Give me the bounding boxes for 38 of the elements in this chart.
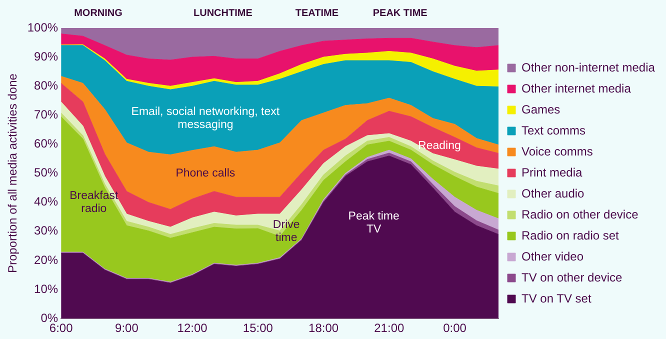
x-tick-label: 12:00 <box>177 321 208 336</box>
legend-label: Other video <box>522 249 584 264</box>
y-tick-label: 80% <box>34 78 58 92</box>
y-tick-label: 20% <box>34 252 58 267</box>
annotation: Email, social networking, text messaging <box>131 106 280 131</box>
y-tick-label: 30% <box>34 224 58 238</box>
legend-label: Other audio <box>522 186 585 200</box>
legend-label: Other non-internet media <box>522 60 656 74</box>
y-tick-label: 40% <box>34 194 58 209</box>
y-tick-label: 60% <box>34 136 58 151</box>
annotation: Peak time TV <box>348 210 400 236</box>
text: LUNCHTIME <box>193 8 253 19</box>
y-tick-label: 70% <box>34 107 58 122</box>
legend-label: Voice comms <box>522 144 593 158</box>
legend-label: TV on TV set <box>522 291 592 306</box>
x-tick-label: 0:00 <box>443 321 467 336</box>
legend-label: Text comms <box>522 123 586 138</box>
y-tick-label: 90% <box>34 49 58 64</box>
text: MORNING <box>74 8 123 19</box>
y-axis-title: Proportion of all media activities done <box>6 73 20 274</box>
annotation: Reading <box>418 140 461 152</box>
legend-label: Games <box>522 102 560 116</box>
annotation: Phone calls <box>176 167 236 180</box>
legend-label: Print media <box>522 165 583 180</box>
legend-label: TV on other device <box>522 270 623 284</box>
legend-label: Other internet media <box>522 81 632 96</box>
annotation: Drive time <box>272 219 300 244</box>
y-tick-label: 10% <box>34 282 58 296</box>
x-tick-label: 15:00 <box>242 321 274 336</box>
y-tick-label: 50% <box>34 166 58 180</box>
y-tick-label: 100% <box>27 20 58 34</box>
text: PEAK TIME <box>372 8 428 19</box>
x-tick-label: 9:00 <box>115 321 139 336</box>
x-tick-label: 18:00 <box>308 321 339 336</box>
text: TEATIME <box>295 8 339 19</box>
legend-label: Radio on radio set <box>522 228 620 242</box>
x-tick-label: 21:00 <box>374 321 404 336</box>
legend-label: Radio on other device <box>522 207 639 222</box>
